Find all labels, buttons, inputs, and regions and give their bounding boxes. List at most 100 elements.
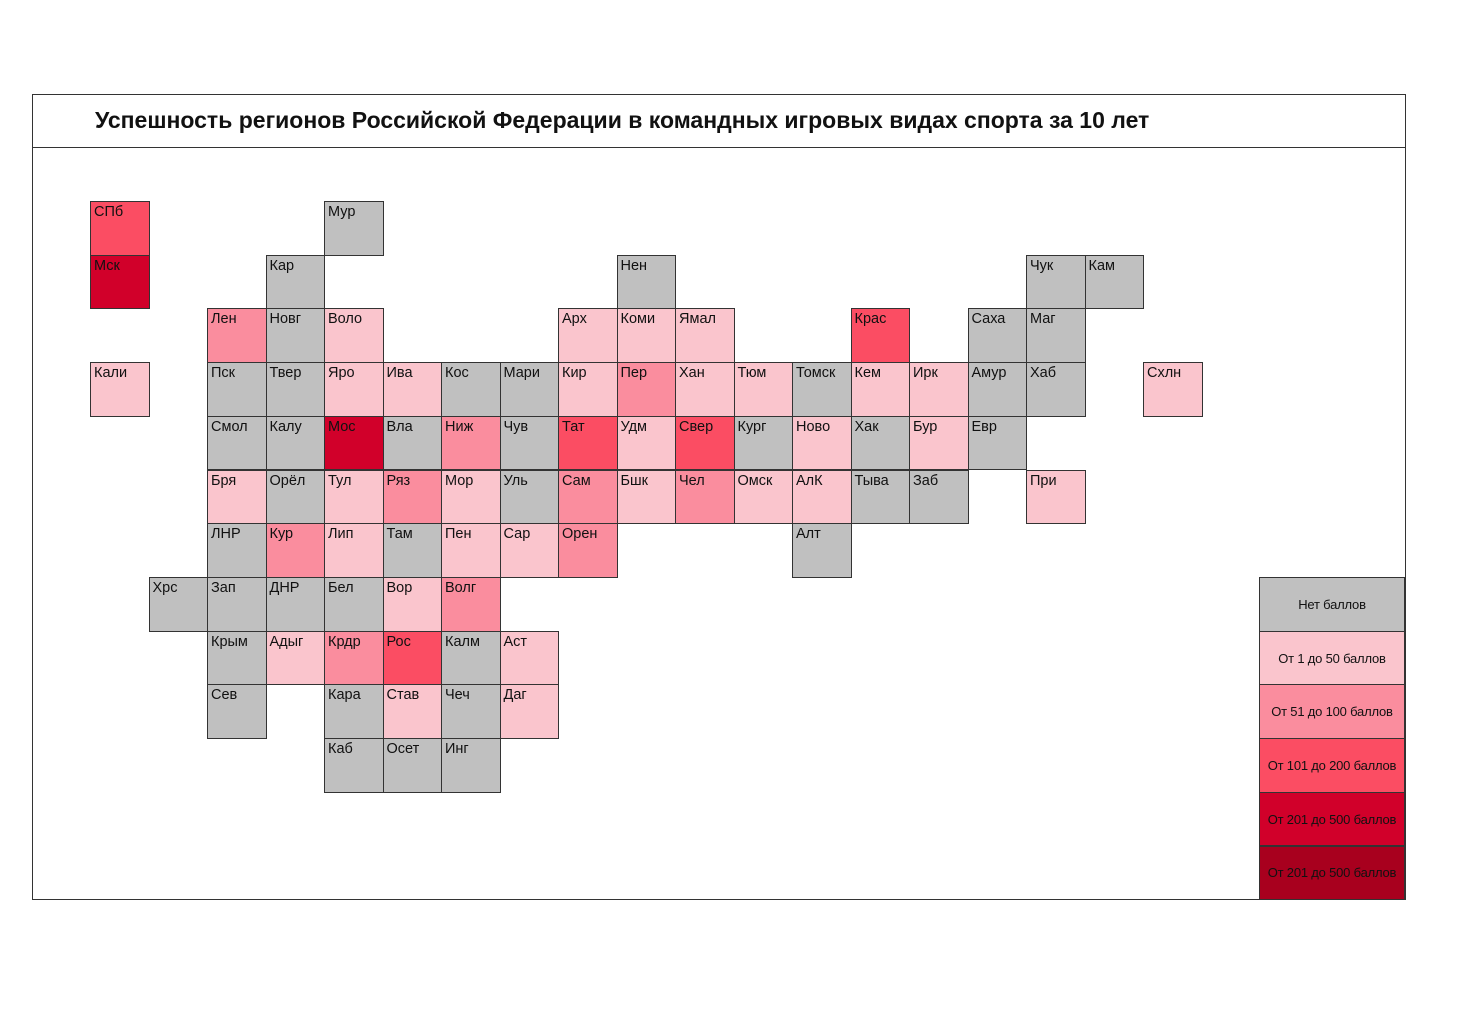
region-label: Арх xyxy=(562,311,587,328)
region-label: Томск xyxy=(796,365,836,382)
region-label: Тыва xyxy=(854,472,889,489)
region-tile: Кара xyxy=(324,684,384,739)
region-label: Хак xyxy=(854,418,879,435)
region-label: Бел xyxy=(328,579,354,596)
region-label: Чув xyxy=(503,418,529,435)
region-label: При xyxy=(1030,472,1057,489)
region-label: Коми xyxy=(620,311,656,328)
region-tile: Кос xyxy=(441,362,501,417)
region-label: Крым xyxy=(211,633,248,650)
region-tile: Мур xyxy=(324,201,384,256)
legend-item: От 1 до 50 баллов xyxy=(1259,630,1405,686)
region-tile: Кур xyxy=(265,523,325,578)
region-label: Крдр xyxy=(328,633,361,650)
region-label: Яро xyxy=(328,365,355,382)
region-label: Тюм xyxy=(737,365,767,382)
region-tile: Омск xyxy=(733,469,793,525)
region-tile: Амур xyxy=(967,362,1027,417)
region-tile: Калу xyxy=(265,415,325,471)
region-label: ЛНР xyxy=(211,526,241,543)
region-tile: Ирк xyxy=(909,362,969,417)
region-label: Вор xyxy=(386,579,413,596)
region-label: Маг xyxy=(1030,311,1056,328)
region-tile: Сар xyxy=(499,523,559,578)
region-tile: Аст xyxy=(499,630,559,686)
region-tile: Томск xyxy=(792,362,852,417)
region-label: Кем xyxy=(854,365,881,382)
region-label: Амур xyxy=(971,365,1007,382)
legend-label: От 1 до 50 баллов xyxy=(1278,650,1386,666)
region-tile: Бур xyxy=(909,415,969,471)
region-label: Калм xyxy=(445,633,480,650)
region-tile: Саха xyxy=(967,308,1027,364)
legend-label: От 51 до 100 баллов xyxy=(1271,704,1393,720)
region-tile: Тюм xyxy=(733,362,793,417)
region-label: Мос xyxy=(328,418,356,435)
region-tile: Лип xyxy=(324,523,384,578)
region-tile: Кали xyxy=(90,362,150,417)
region-tile: Новг xyxy=(265,308,325,364)
region-label: Орен xyxy=(562,526,598,543)
region-tile: Кург xyxy=(733,415,793,471)
region-label: Чеч xyxy=(445,687,470,704)
region-label: Став xyxy=(386,687,420,704)
region-label: Аст xyxy=(503,633,528,650)
region-label: Осет xyxy=(386,741,420,757)
region-label: Бря xyxy=(211,472,237,489)
region-tile: Свер xyxy=(675,415,735,471)
legend-item: Нет баллов xyxy=(1259,577,1405,632)
region-label: СПб xyxy=(94,204,124,220)
region-label: Уль xyxy=(503,472,528,489)
region-label: Пен xyxy=(445,526,472,543)
legend-label: От 201 до 500 баллов xyxy=(1267,811,1397,827)
region-label: Удм xyxy=(620,418,648,435)
region-label: Мор xyxy=(445,472,474,489)
region-label: Заб xyxy=(913,472,939,489)
region-tile: Ямал xyxy=(675,308,735,364)
region-label: Кург xyxy=(737,418,767,435)
region-tile: Сам xyxy=(558,469,618,525)
region-label: Там xyxy=(386,526,413,543)
region-label: Кам xyxy=(1088,257,1115,274)
region-label: Сар xyxy=(503,526,531,543)
region-tile: Рос xyxy=(382,630,442,686)
region-tile: Тат xyxy=(558,415,618,471)
region-tile: Лен xyxy=(207,308,267,364)
region-label: Лен xyxy=(211,311,237,328)
region-tile: Мос xyxy=(324,415,384,471)
region-tile: При xyxy=(1026,469,1086,525)
region-tile: СПб xyxy=(90,201,150,256)
region-tile: Чув xyxy=(499,415,559,471)
region-tile: Каб xyxy=(324,738,384,793)
region-label: Тул xyxy=(328,472,352,489)
region-label: Даг xyxy=(503,687,527,704)
region-tile: Осет xyxy=(382,738,442,793)
region-label: Чук xyxy=(1030,257,1054,274)
region-label: Чел xyxy=(679,472,705,489)
region-label: Омск xyxy=(737,472,773,489)
region-label: Мск xyxy=(94,257,120,274)
region-label: Ямал xyxy=(679,311,716,328)
region-tile: Мск xyxy=(90,254,150,310)
region-tile: Бря xyxy=(207,469,267,525)
region-label: Новг xyxy=(269,311,302,328)
region-label: Пск xyxy=(211,365,236,382)
region-label: Евр xyxy=(971,418,997,435)
region-label: Ново xyxy=(796,418,831,435)
region-label: Нен xyxy=(620,257,648,274)
title-bar: Успешность регионов Российской Федерации… xyxy=(33,95,1405,148)
region-tile: Орёл xyxy=(265,469,325,525)
region-tile: Орен xyxy=(558,523,618,578)
region-tile: Став xyxy=(382,684,442,739)
region-tile: Кир xyxy=(558,362,618,417)
region-label: Рос xyxy=(386,633,411,650)
region-tile: ЛНР xyxy=(207,523,267,578)
region-label: Мари xyxy=(503,365,540,382)
region-tile: Сев xyxy=(207,684,267,739)
legend-label: От 201 до 500 баллов xyxy=(1267,865,1397,881)
region-tile: Кам xyxy=(1084,254,1144,310)
region-label: Пер xyxy=(620,365,648,382)
region-label: Свер xyxy=(679,418,714,435)
region-label: Кар xyxy=(269,257,295,274)
region-tile: Коми xyxy=(616,308,676,364)
